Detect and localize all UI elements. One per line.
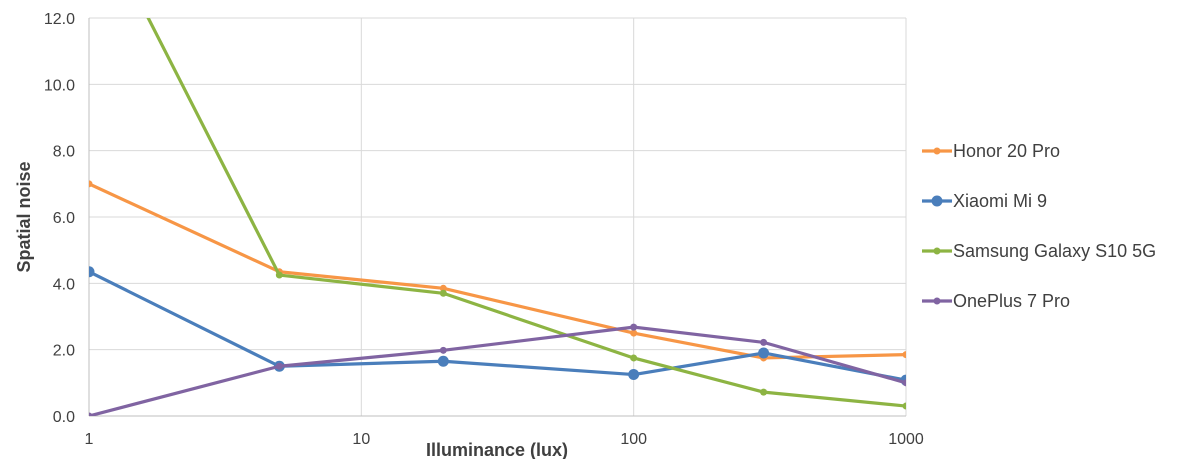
data-point xyxy=(437,355,449,367)
legend-label: Honor 20 Pro xyxy=(953,141,1060,161)
y-tick-label: 2.0 xyxy=(53,343,75,360)
data-point xyxy=(275,362,283,370)
legend: Honor 20 Pro Xiaomi Mi 9 Samsung Galaxy S1… xyxy=(922,141,1156,311)
legend-swatch-marker xyxy=(933,297,941,305)
data-point xyxy=(275,271,283,279)
x-tick-label: 10 xyxy=(352,431,370,448)
x-tick-label: 100 xyxy=(620,431,647,448)
series-3 xyxy=(89,323,906,416)
data-point xyxy=(630,354,638,362)
y-tick-label: 0.0 xyxy=(53,409,75,426)
x-tick-label: 1 xyxy=(85,431,94,448)
series-1 xyxy=(89,266,906,386)
x-tick-label: 1000 xyxy=(888,431,924,448)
data-point xyxy=(439,289,447,297)
y-tick-label: 4.0 xyxy=(53,276,75,293)
legend-item: Honor 20 Pro xyxy=(922,141,1060,161)
data-point xyxy=(758,347,770,359)
legend-swatch-marker xyxy=(933,147,941,155)
data-point xyxy=(89,266,95,278)
legend-item: OnePlus 7 Pro xyxy=(922,291,1070,311)
legend-label: OnePlus 7 Pro xyxy=(953,291,1070,311)
y-tick-labels: 0.0 2.0 4.0 6.0 8.0 10.0 12.0 xyxy=(44,11,75,426)
y-tick-label: 8.0 xyxy=(53,144,75,161)
data-point xyxy=(89,180,93,188)
x-axis-title: Illuminance (lux) xyxy=(426,440,568,459)
data-point xyxy=(630,329,638,337)
series-2 xyxy=(146,18,906,410)
data-point xyxy=(902,379,906,387)
data-point xyxy=(439,346,447,354)
data-point xyxy=(630,323,638,331)
axes xyxy=(88,18,906,417)
series-layer xyxy=(89,18,906,416)
data-point xyxy=(89,412,93,416)
legend-swatch-marker xyxy=(933,247,941,255)
data-point xyxy=(760,388,768,396)
y-axis-title: Spatial noise xyxy=(14,161,34,272)
x-tick-labels: 1 10 100 1000 xyxy=(85,431,924,448)
data-point xyxy=(902,351,906,359)
legend-item: Xiaomi Mi 9 xyxy=(922,191,1047,211)
series-line xyxy=(146,18,906,408)
y-tick-label: 6.0 xyxy=(53,210,75,227)
data-point xyxy=(760,338,768,346)
legend-label: Samsung Galaxy S10 5G xyxy=(953,241,1156,261)
y-tick-label: 12.0 xyxy=(44,11,75,28)
legend-item: Samsung Galaxy S10 5G xyxy=(922,241,1156,261)
data-point xyxy=(902,402,906,410)
y-tick-label: 10.0 xyxy=(44,77,75,94)
legend-swatch-marker xyxy=(931,195,943,207)
series-line xyxy=(89,270,906,382)
data-point xyxy=(628,369,640,381)
series-line xyxy=(89,325,906,416)
legend-label: Xiaomi Mi 9 xyxy=(953,191,1047,211)
data-point xyxy=(439,284,447,292)
gridlines xyxy=(89,17,907,416)
